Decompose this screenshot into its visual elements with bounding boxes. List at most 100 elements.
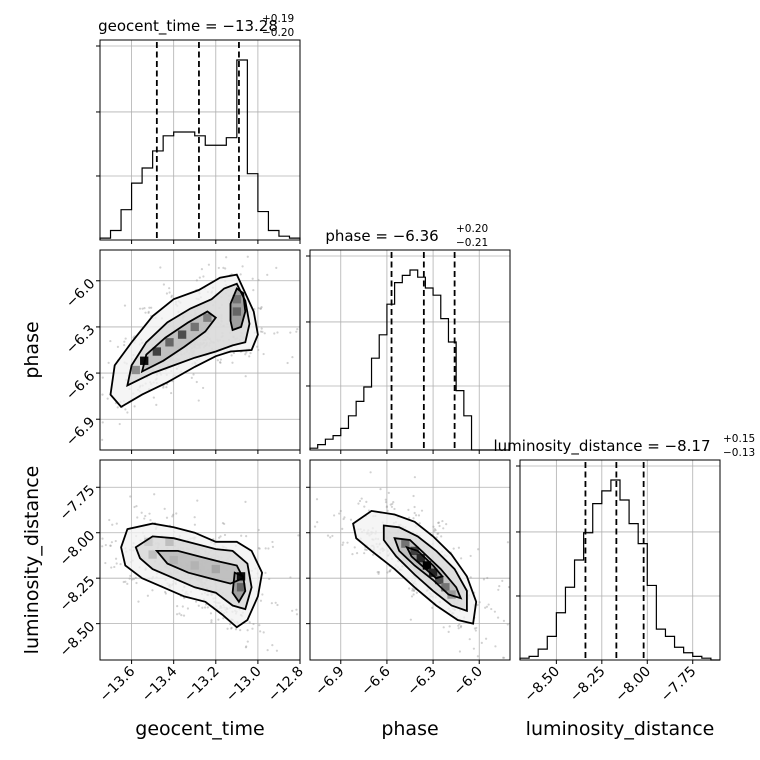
scatter-point bbox=[133, 505, 136, 509]
scatter-point bbox=[259, 630, 262, 633]
scatter-point bbox=[143, 307, 146, 310]
scatter-point bbox=[246, 640, 249, 643]
scatter-point bbox=[258, 547, 261, 550]
x-tick-label: −8.50 bbox=[522, 664, 564, 706]
x-tick-label: −6.0 bbox=[451, 664, 486, 699]
scatter-point bbox=[123, 304, 127, 307]
scatter-point bbox=[252, 289, 255, 292]
scatter-point bbox=[106, 397, 109, 400]
title-luminosity-distance-plus: +0.15 bbox=[723, 433, 755, 445]
scatter-point bbox=[126, 582, 129, 585]
scatter-point bbox=[257, 547, 260, 550]
scatter-point bbox=[159, 266, 162, 269]
scatter-point bbox=[259, 307, 263, 310]
title-phase-plus: +0.20 bbox=[456, 223, 488, 235]
scatter-point bbox=[101, 537, 104, 540]
ylabel-phase: phase bbox=[21, 321, 43, 378]
contour-line bbox=[229, 287, 247, 332]
scatter-point bbox=[170, 294, 173, 297]
scatter-point bbox=[123, 344, 126, 347]
scatter-point bbox=[333, 514, 336, 517]
scatter-point bbox=[124, 337, 127, 340]
density-cell bbox=[416, 554, 425, 563]
scatter-point bbox=[124, 580, 127, 583]
scatter-point bbox=[119, 563, 122, 566]
scatter-point bbox=[384, 498, 387, 501]
scatter-point bbox=[225, 256, 228, 259]
scatter-point bbox=[264, 547, 267, 550]
scatter-point bbox=[223, 533, 227, 537]
scatter-point bbox=[148, 512, 151, 515]
scatter-point bbox=[384, 501, 388, 504]
scatter-point bbox=[452, 547, 455, 550]
scatter-point bbox=[194, 600, 198, 603]
scatter-point bbox=[469, 554, 472, 558]
scatter-point bbox=[266, 273, 269, 276]
scatter-point bbox=[297, 534, 300, 537]
scatter-point bbox=[114, 557, 118, 560]
contour-line bbox=[382, 524, 468, 613]
scatter-point bbox=[226, 627, 229, 630]
scatter-point bbox=[291, 609, 294, 612]
scatter-point bbox=[111, 523, 114, 526]
scatter-point bbox=[501, 579, 504, 582]
scatter-point bbox=[413, 511, 416, 515]
scatter-point bbox=[109, 339, 112, 343]
contour-line bbox=[120, 522, 264, 629]
scatter-point bbox=[411, 589, 414, 592]
scatter-point bbox=[175, 613, 179, 616]
scatter-point bbox=[376, 571, 379, 574]
scatter-point bbox=[101, 421, 104, 424]
scatter-point bbox=[178, 612, 181, 615]
scatter-point bbox=[391, 502, 394, 506]
scatter-point bbox=[377, 572, 380, 575]
scatter-point bbox=[392, 500, 395, 504]
scatter-point bbox=[171, 515, 174, 518]
x-tick-label: −8.00 bbox=[612, 664, 654, 706]
scatter-point bbox=[286, 361, 289, 365]
scatter-point bbox=[502, 656, 505, 659]
scatter-point bbox=[296, 328, 299, 331]
scatter-point bbox=[115, 522, 118, 525]
scatter-point bbox=[196, 499, 199, 502]
scatter-point bbox=[149, 518, 152, 522]
scatter-point bbox=[244, 353, 247, 356]
scatter-point bbox=[445, 522, 448, 526]
scatter-point bbox=[113, 565, 116, 569]
scatter-point bbox=[507, 585, 511, 589]
scatter-point bbox=[240, 534, 243, 537]
scatter-point bbox=[230, 626, 233, 630]
scatter-point bbox=[168, 291, 171, 294]
scatter-point bbox=[155, 403, 158, 406]
scatter-point bbox=[229, 623, 232, 626]
scatter-point bbox=[204, 606, 207, 609]
scatter-point bbox=[248, 621, 251, 624]
scatter-point bbox=[437, 521, 441, 524]
scatter-point bbox=[153, 493, 156, 496]
scatter-point bbox=[170, 295, 173, 299]
scatter-point bbox=[129, 574, 132, 577]
scatter-point bbox=[136, 516, 139, 519]
scatter-point bbox=[219, 535, 222, 538]
scatter-point bbox=[221, 522, 225, 525]
scatter-point bbox=[412, 517, 415, 520]
scatter-point bbox=[420, 509, 424, 512]
scatter-point bbox=[490, 607, 493, 611]
scatter-point bbox=[506, 623, 509, 626]
scatter-point bbox=[206, 606, 209, 609]
scatter-point bbox=[204, 603, 208, 606]
scatter-point bbox=[108, 518, 111, 522]
scatter-point bbox=[129, 495, 132, 498]
scatter-point bbox=[197, 399, 200, 402]
scatter-point bbox=[162, 386, 165, 389]
scatter-point bbox=[346, 541, 349, 544]
scatter-point bbox=[478, 601, 481, 604]
panel-frame-geocent_time bbox=[99, 39, 301, 241]
scatter-point bbox=[365, 548, 368, 551]
title-phase: phase = −6.36 bbox=[325, 227, 438, 245]
scatter-point bbox=[261, 593, 264, 596]
scatter-point bbox=[248, 355, 251, 358]
scatter-point bbox=[165, 386, 168, 389]
scatter-point bbox=[486, 576, 489, 580]
scatter-point bbox=[114, 539, 117, 543]
